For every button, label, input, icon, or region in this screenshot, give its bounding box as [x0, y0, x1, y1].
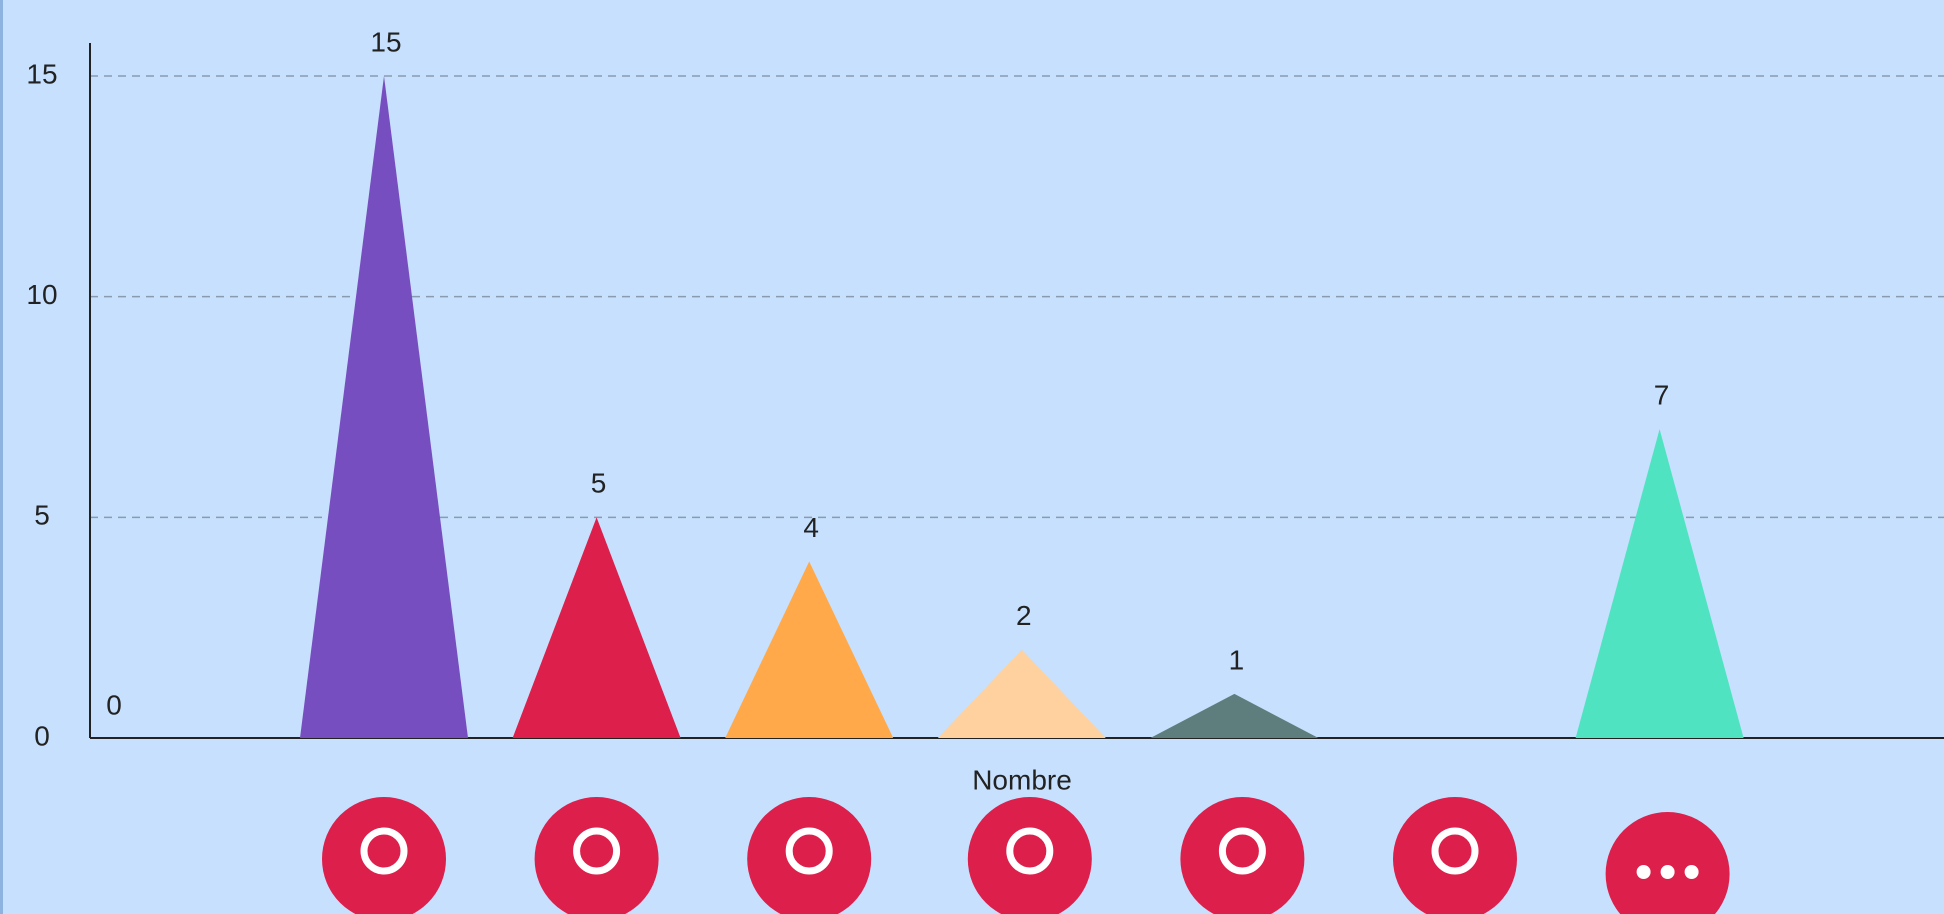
category-icon [534, 797, 659, 914]
icon-glyph [1431, 827, 1479, 875]
icon-glyph [360, 827, 408, 875]
bar [512, 517, 681, 738]
bar [1150, 693, 1319, 738]
icon-glyph [1006, 827, 1054, 875]
bar [937, 649, 1106, 738]
icon-glyph [1660, 865, 1675, 879]
icon-glyph [1636, 865, 1651, 879]
x-axis-label: Nombre [972, 764, 1072, 795]
category-icon [967, 797, 1092, 914]
value-label: 0 [106, 689, 122, 720]
icon-glyph [573, 827, 621, 875]
icon-glyph [785, 827, 833, 875]
y-tick-label: 10 [26, 279, 57, 310]
category-icon [322, 797, 446, 914]
value-label: 1 [1229, 644, 1245, 675]
y-tick-label: 15 [26, 58, 57, 89]
value-label: 2 [1016, 600, 1032, 631]
left-border [0, 0, 3, 914]
y-tick-label: 5 [34, 500, 50, 531]
category-icon [1393, 797, 1517, 914]
bar [300, 76, 468, 738]
value-label: 4 [803, 512, 819, 543]
icon-glyph [1684, 865, 1699, 879]
value-label: 7 [1654, 379, 1670, 410]
value-label: 15 [370, 26, 401, 57]
category-icon [1180, 797, 1305, 914]
category-icon [747, 797, 872, 914]
y-tick-label: 0 [34, 720, 50, 751]
icon-glyph [1218, 827, 1266, 875]
bar [1575, 429, 1744, 738]
bar [725, 561, 894, 738]
category-icon [1605, 812, 1730, 914]
value-label: 5 [591, 468, 607, 499]
